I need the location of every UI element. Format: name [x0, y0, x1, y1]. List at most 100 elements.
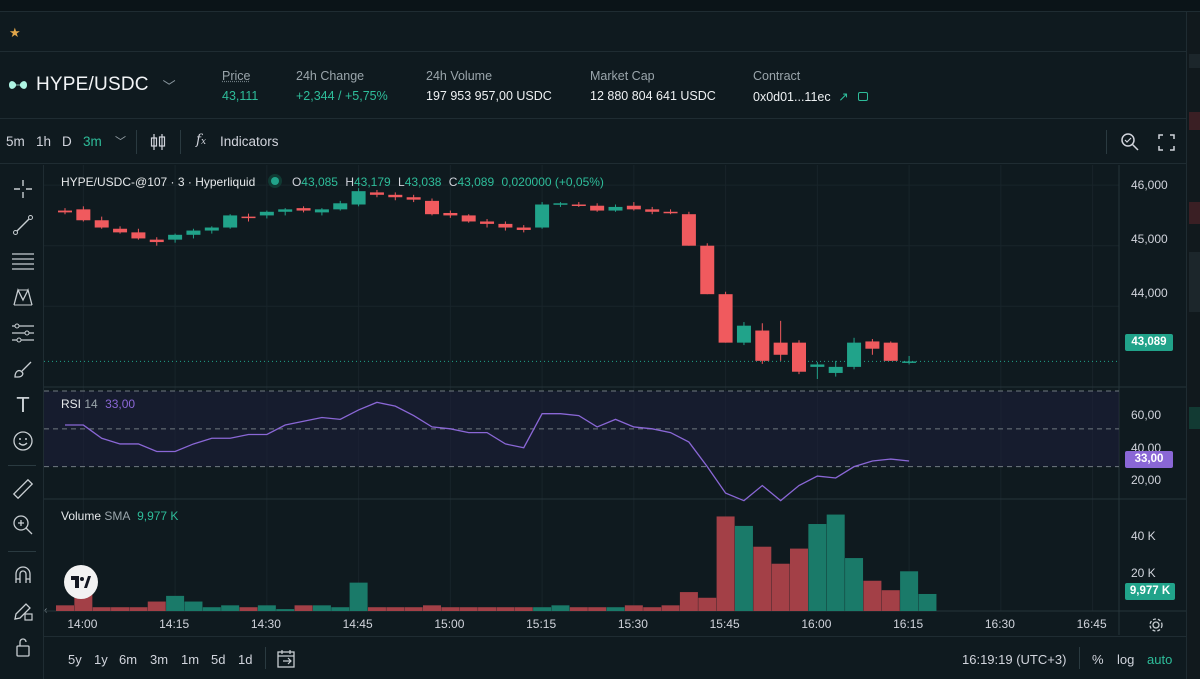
- fx-icon[interactable]: fx: [196, 132, 207, 148]
- candle-body: [480, 221, 495, 224]
- ruler-icon[interactable]: [10, 476, 36, 502]
- candle-body: [113, 228, 128, 233]
- time-axis-label: 14:45: [342, 617, 373, 631]
- volume-bar: [826, 514, 845, 611]
- copy-icon[interactable]: [858, 92, 869, 101]
- pattern-icon[interactable]: [10, 284, 36, 310]
- volume-bar: [276, 609, 295, 611]
- rsi-value-tag: 33,00: [1125, 451, 1173, 468]
- rsi-label[interactable]: RSI: [61, 397, 82, 411]
- candle-body: [718, 294, 733, 343]
- log-toggle[interactable]: log: [1117, 652, 1135, 667]
- range-3m[interactable]: 3m: [150, 652, 169, 667]
- candle-body: [847, 342, 862, 367]
- candle-body: [535, 204, 550, 228]
- settings-gear-icon[interactable]: [1148, 617, 1164, 633]
- divider: [8, 465, 36, 466]
- fullscreen-icon[interactable]: [1158, 134, 1175, 151]
- horizontal-lines-icon[interactable]: [10, 248, 36, 274]
- range-5y[interactable]: 5y: [68, 652, 82, 667]
- volume-bar: [478, 607, 497, 611]
- indicators-button[interactable]: Indicators: [220, 134, 279, 149]
- candle-body: [626, 205, 641, 210]
- ohlc-o-label: O: [291, 175, 302, 189]
- divider: [265, 647, 266, 669]
- external-link-icon[interactable]: ↗: [838, 90, 849, 104]
- magnet-icon[interactable]: [10, 562, 36, 588]
- calendar-goto-icon[interactable]: [277, 650, 297, 668]
- stat-label: 24h Change: [296, 69, 365, 83]
- chart-canvas[interactable]: [44, 165, 1186, 635]
- candle-body: [498, 223, 513, 228]
- price-axis-label: 46,000: [1131, 178, 1168, 192]
- candle-body: [131, 232, 146, 239]
- range-1d[interactable]: 1d: [238, 652, 253, 667]
- candle-body: [700, 245, 715, 295]
- rsi-legend: RSI 14 33,00: [61, 397, 135, 411]
- top-strip: [0, 0, 1200, 12]
- chevron-down-icon[interactable]: ﹀: [162, 78, 176, 94]
- range-5d[interactable]: 5d: [211, 652, 226, 667]
- rsi-axis-label: 60,00: [1131, 408, 1162, 422]
- candle-body: [736, 325, 751, 343]
- contract-address[interactable]: 0x0d01...11ec: [753, 90, 831, 104]
- tradingview-logo[interactable]: [64, 565, 98, 599]
- stat-label: Price: [222, 69, 251, 83]
- stat-value: 43,111: [222, 89, 259, 103]
- pencil-lock-icon[interactable]: [10, 598, 36, 624]
- interval-d[interactable]: D: [62, 134, 72, 149]
- star-icon[interactable]: ★: [9, 25, 21, 40]
- trend-line-icon[interactable]: [10, 212, 36, 238]
- panel-block: [1189, 202, 1200, 224]
- range-1m[interactable]: 1m: [181, 652, 200, 667]
- price-axis-label: 45,000: [1131, 232, 1168, 246]
- volume-sma-value: 9,977 K: [137, 509, 179, 523]
- symbol-label[interactable]: HYPE/USDC-@107 · 3 · Hyperliquid: [61, 175, 256, 189]
- volume-label[interactable]: Volume: [61, 509, 102, 523]
- candle-body: [865, 341, 880, 349]
- volume-bar: [753, 546, 772, 611]
- volume-bar: [900, 571, 919, 611]
- volume-bar: [514, 607, 533, 611]
- candle-body: [296, 208, 311, 211]
- interval-1h[interactable]: 1h: [36, 134, 52, 149]
- interval-3m[interactable]: 3m: [83, 134, 102, 149]
- chevron-down-icon[interactable]: ﹀: [115, 136, 126, 148]
- range-6m[interactable]: 6m: [119, 652, 138, 667]
- lock-icon[interactable]: [10, 634, 36, 660]
- volume-bar: [496, 607, 515, 611]
- crosshair-icon[interactable]: [10, 176, 36, 202]
- volume-bar: [92, 607, 111, 611]
- tradingview-logo-icon: [71, 576, 91, 588]
- percent-toggle[interactable]: %: [1092, 652, 1104, 667]
- zoom-in-icon[interactable]: [10, 512, 36, 538]
- pair-selector[interactable]: HYPE/USDC ﹀: [8, 74, 176, 96]
- candle-body: [388, 194, 403, 198]
- range-1y[interactable]: 1y: [94, 652, 108, 667]
- time-axis-label: 15:45: [709, 617, 740, 631]
- auto-toggle[interactable]: auto: [1147, 652, 1173, 667]
- clock-timezone[interactable]: 16:19:19 (UTC+3): [962, 652, 1067, 667]
- candle-type-icon[interactable]: [150, 133, 166, 151]
- candle-body: [333, 203, 348, 210]
- volume-bar: [588, 607, 607, 611]
- ohlc-c-label: C: [448, 175, 458, 189]
- volume-bar: [221, 605, 240, 611]
- chart-area[interactable]: HYPE/USDC-@107 · 3 · Hyperliquid O43,085…: [44, 165, 1186, 635]
- volume-bar: [441, 607, 460, 611]
- emoji-icon[interactable]: [10, 428, 36, 454]
- rsi-length: 14: [84, 397, 98, 411]
- divider: [8, 551, 36, 552]
- interval-5m[interactable]: 5m: [6, 134, 25, 149]
- text-icon[interactable]: T: [16, 393, 30, 417]
- measure-lines-icon[interactable]: [10, 320, 36, 346]
- stat-value: 12 880 804 641 USDC: [590, 89, 716, 103]
- volume-bar: [551, 605, 570, 611]
- brush-icon[interactable]: [10, 356, 36, 382]
- stat-value: 0x0d01...11ec ↗: [753, 89, 869, 104]
- screenshot-search-icon[interactable]: [1120, 132, 1140, 152]
- volume-bar: [863, 580, 882, 611]
- volume-bar: [166, 595, 185, 611]
- volume-bar: [239, 607, 258, 611]
- volume-bar: [404, 607, 423, 611]
